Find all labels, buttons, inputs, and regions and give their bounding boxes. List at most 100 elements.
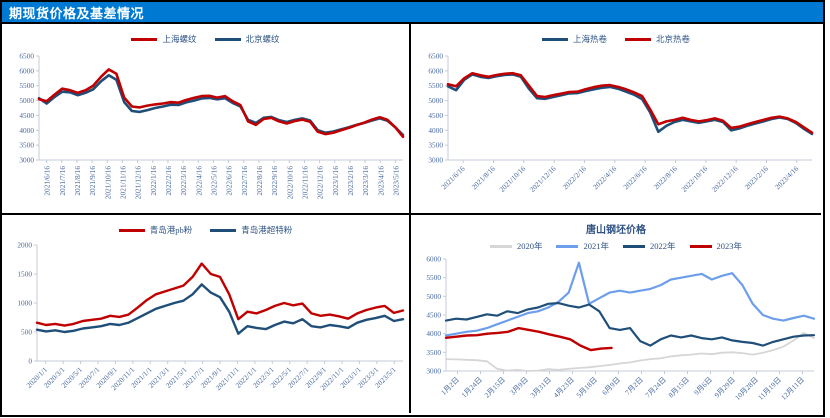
- series-line-上海螺纹: [37, 68, 404, 139]
- x-tick-label: 2022/6/16: [621, 164, 649, 192]
- x-tick-label: 2022/7/16: [239, 166, 248, 196]
- x-tick-label: 2022/10/16: [679, 164, 709, 194]
- legend-label: 北京螺纹: [245, 34, 280, 44]
- x-tick-label: 2022/4/16: [194, 166, 203, 196]
- y-tick-label: 3000: [428, 156, 443, 165]
- x-tick-label: 2021/6/16: [42, 166, 51, 196]
- rebar-chart-legend: 上海螺纹 北京螺纹: [2, 24, 409, 46]
- x-tick-label: 2021/12/16: [528, 164, 558, 194]
- chart-cell-rebar: 上海螺纹 北京螺纹 3000 3500 4000 4500 5000 5500 6000 650…: [2, 24, 411, 215]
- y-tick-label: 2000: [17, 241, 32, 250]
- billet-chart-title: 唐山钢坯价格: [586, 225, 646, 236]
- x-tick-label: 10月28日: [733, 375, 760, 402]
- x-tick-label: 2021/9/16: [88, 166, 97, 196]
- legend-item: 青岛港pb粉: [118, 224, 193, 236]
- legend-label: 上海热卷: [572, 34, 607, 44]
- legend-swatch: [131, 37, 158, 41]
- legend-item: 北京热卷: [625, 33, 690, 45]
- x-tick-label: 2021/8/16: [72, 166, 81, 196]
- x-tick-label: 2022/8/16: [652, 164, 680, 192]
- billet-chart-legend: 2020年 2021年 2022年 2023年: [411, 236, 821, 253]
- x-tick-label: 2021/12/16: [133, 166, 142, 200]
- legend-item: 2020年: [489, 240, 543, 252]
- legend-label: 青岛港pb粉: [149, 225, 193, 235]
- legend-label: 2020年: [516, 241, 543, 251]
- x-tick-label: 2023/2/16: [743, 164, 771, 192]
- series-line-2022年: [444, 301, 816, 347]
- iron-ore-chart-legend: 青岛港pb粉 青岛港超特粉: [2, 215, 409, 237]
- series-line-2020年: [445, 332, 815, 372]
- y-tick-label: 4000: [19, 126, 34, 135]
- x-tick-label: 2021/8/16: [470, 164, 498, 192]
- legend-label: 2023年: [716, 241, 743, 251]
- y-tick-label: 3500: [428, 141, 443, 150]
- x-tick-label: 1月2日: [439, 375, 461, 397]
- x-tick-label: 2021/6/16: [439, 164, 467, 192]
- y-tick-label: 4000: [428, 126, 443, 135]
- charts-grid: 上海螺纹 北京螺纹 3000 3500 4000 4500 5000 5500 6000 650…: [2, 24, 823, 413]
- x-tick-label: 2022/8/16: [254, 166, 263, 196]
- legend-swatch: [623, 244, 645, 248]
- x-tick-label: 2023/3/16: [361, 166, 370, 196]
- x-tick-label: 9月6日: [692, 375, 714, 397]
- legend-item: 2022年: [623, 240, 676, 252]
- x-tick-label: 8月15日: [666, 375, 690, 399]
- x-tick-label: 5月18日: [574, 375, 598, 399]
- series-line-青岛港pb粉: [35, 262, 404, 327]
- legend-swatch: [214, 37, 241, 41]
- billet-chart: 3000 3500 4000 4500 5000 5500 6000 1月2日1月24日2月1…: [426, 255, 816, 402]
- x-tick-label: 2022/2/16: [163, 166, 172, 196]
- x-tick-label: 12月11日: [779, 375, 806, 402]
- y-tick-label: 5500: [19, 81, 34, 90]
- x-tick-label: 2月15日: [482, 375, 506, 399]
- x-tick-label: 2022/9/16: [270, 166, 279, 196]
- rebar-chart: 3000 3500 4000 4500 5000 5500 6000 6500 2021/6/1…: [19, 52, 404, 200]
- legend-swatch: [556, 244, 579, 248]
- legend-item: 北京螺纹: [214, 33, 280, 45]
- report-title: 期现货价格及基差情况: [9, 5, 145, 21]
- x-tick-label: 2023/5/16: [391, 166, 400, 196]
- x-tick-label: 2021/10/16: [497, 164, 527, 194]
- x-tick-label: 2023/4/16: [773, 164, 801, 192]
- y-tick-label: 3500: [19, 141, 34, 150]
- series-line-青岛港超特粉: [35, 283, 404, 335]
- legend-label: 北京热卷: [656, 34, 691, 44]
- y-tick-label: 5000: [426, 292, 441, 301]
- x-tick-label: 2023/4/16: [376, 166, 385, 196]
- series-line-2021年: [444, 261, 816, 337]
- y-tick-label: 3000: [426, 367, 441, 376]
- legend-swatch: [625, 37, 651, 41]
- legend-swatch: [118, 228, 145, 232]
- x-tick-label: 2022/6/16: [224, 166, 233, 196]
- iron-ore-chart: 05001000150020002020/1/12020/3/12020/5/1…: [17, 241, 404, 392]
- x-tick-label: 2021/10/16: [103, 166, 112, 200]
- legend-label: 上海螺纹: [162, 34, 197, 44]
- x-tick-label: 4月23日: [551, 375, 575, 399]
- y-tick-label: 3000: [19, 156, 34, 165]
- x-tick-label: 2023/1/16: [330, 166, 339, 196]
- series-line-北京热卷: [446, 71, 814, 134]
- legend-item: 2023年: [689, 240, 743, 252]
- y-tick-label: 1500: [17, 270, 32, 279]
- y-tick-label: 1000: [17, 299, 32, 308]
- series-line-上海热卷: [446, 73, 814, 136]
- x-tick-label: 6月9日: [600, 375, 622, 397]
- y-tick-label: 6000: [426, 255, 441, 264]
- y-tick-label: 5000: [19, 96, 34, 105]
- legend-item: 青岛港超特粉: [210, 224, 292, 236]
- x-tick-label: 2022/4/16: [591, 164, 619, 192]
- hot-coil-chart: 3000 3500 4000 4500 5000 5500 6000 6500 2021/6/1…: [428, 52, 814, 194]
- legend-item: 2021年: [556, 240, 609, 252]
- x-tick-label: 1月24日: [459, 375, 483, 399]
- y-tick-label: 6000: [428, 66, 443, 75]
- legend-label: 青岛港超特粉: [241, 225, 293, 235]
- series-line-2023年: [444, 326, 613, 352]
- legend-item: 上海螺纹: [131, 33, 197, 45]
- y-tick-label: 4500: [426, 311, 441, 320]
- y-tick-label: 0: [28, 357, 32, 366]
- hot-coil-chart-legend: 上海热卷 北京热卷: [411, 24, 821, 46]
- legend-swatch: [541, 37, 568, 41]
- y-tick-label: 6500: [428, 52, 443, 61]
- x-tick-label: 2023/2/16: [345, 166, 354, 196]
- legend-label: 2022年: [650, 241, 676, 251]
